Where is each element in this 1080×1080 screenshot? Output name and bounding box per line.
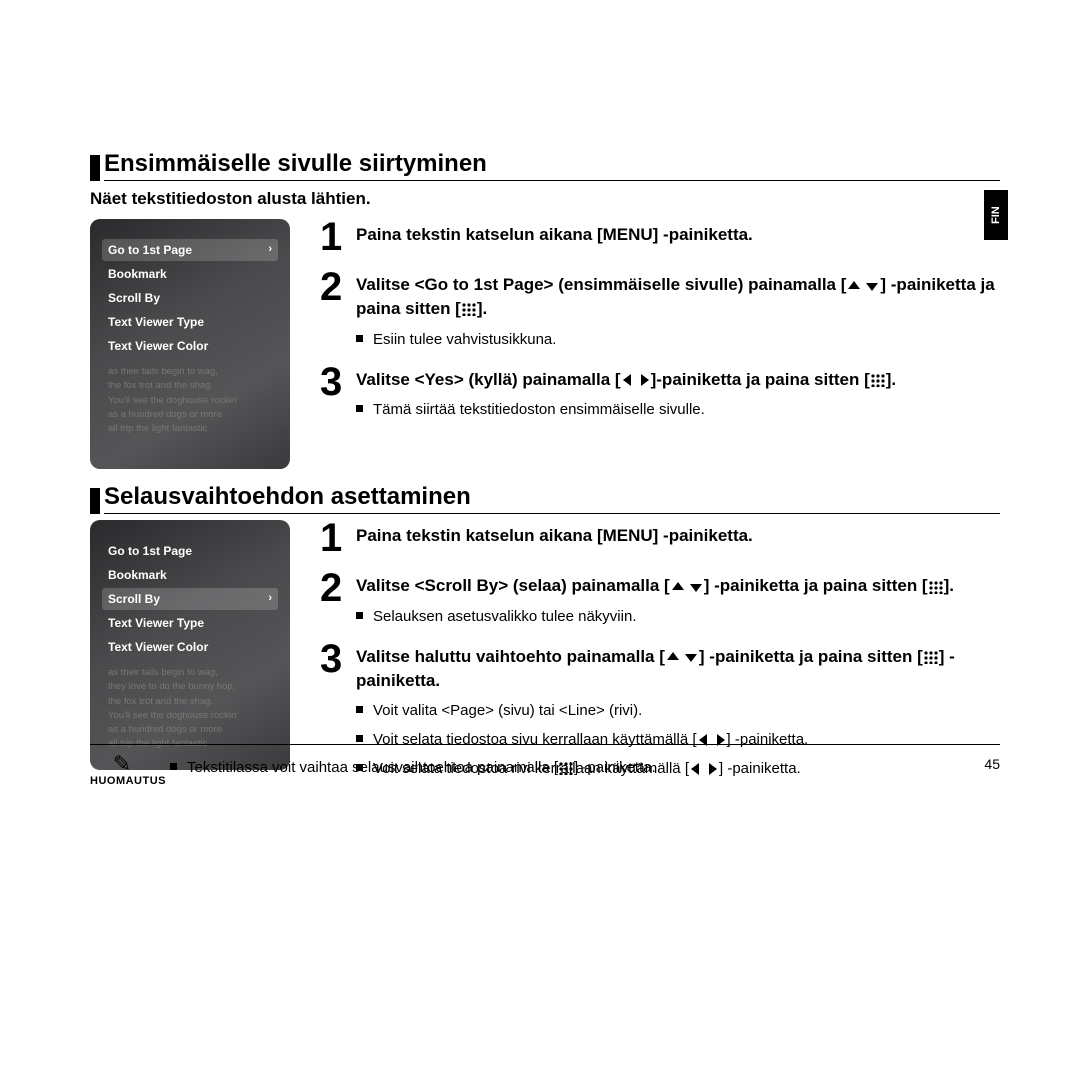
language-tab: FIN: [984, 190, 1008, 240]
footer-rule: [90, 744, 1000, 745]
section1-title-row: Ensimmäiselle sivulle siirtyminen: [90, 150, 1000, 181]
title-bar-icon: [90, 488, 100, 514]
step: 3Valitse <Yes> (kyllä) painamalla []-pai…: [320, 364, 1000, 421]
device-menu-item: Go to 1st Page: [102, 540, 278, 562]
bullet-icon: [170, 763, 177, 770]
step-main-text: Paina tekstin katselun aikana [MENU] -pa…: [356, 223, 1000, 247]
bullet-icon: [356, 612, 363, 619]
pencil-icon: ✎: [90, 753, 154, 775]
section1-steps: 1Paina tekstin katselun aikana [MENU] -p…: [320, 219, 1000, 469]
footer-note-text: Tekstitilassa voit vaihtaa selausvaihtoe…: [170, 757, 1000, 778]
device-bg-text: the fox trot and the shag.: [102, 379, 278, 393]
step-main-text: Valitse <Scroll By> (selaa) painamalla […: [356, 574, 1000, 598]
bullet-icon: [356, 335, 363, 342]
step-number: 2: [320, 269, 356, 350]
device-bg-text: as their tails begin to wag,: [102, 365, 278, 379]
bullet-icon: [356, 405, 363, 412]
device-bg-text: as a hundred dogs or more: [102, 723, 278, 737]
step-number: 3: [320, 364, 356, 421]
step-bullet: Esiin tulee vahvistusikkuna.: [356, 329, 1000, 350]
device-menu-item: Go to 1st Page›: [102, 239, 278, 261]
step-main-text: Valitse <Yes> (kyllä) painamalla []-pain…: [356, 368, 1000, 392]
device-bg-text: You'll see the doghouse rockin': [102, 709, 278, 723]
section1-title: Ensimmäiselle sivulle siirtyminen: [104, 150, 1000, 181]
step: 1Paina tekstin katselun aikana [MENU] -p…: [320, 520, 1000, 556]
step: 2Valitse <Go to 1st Page> (ensimmäiselle…: [320, 269, 1000, 350]
note-block: ✎ HUOMAUTUS: [90, 753, 154, 787]
device-bg-text: You'll see the doghouse rockin': [102, 394, 278, 408]
device-menu-item: Bookmark: [102, 263, 278, 285]
section2-title: Selausvaihtoehdon asettaminen: [104, 483, 1000, 514]
step-main-text: Valitse haluttu vaihtoehto painamalla []…: [356, 645, 1000, 693]
manual-page: FIN Ensimmäiselle sivulle siirtyminen Nä…: [0, 0, 1080, 833]
step-bullet: Selauksen asetusvalikko tulee näkyviin.: [356, 606, 1000, 627]
step-main-text: Paina tekstin katselun aikana [MENU] -pa…: [356, 524, 1000, 548]
device-bg-text: they love to do the bunny hop,: [102, 680, 278, 694]
step-bullet: Tämä siirtää tekstitiedoston ensimmäisel…: [356, 399, 1000, 420]
device-menu-item: Text Viewer Type: [102, 311, 278, 333]
footer-text: Tekstitilassa voit vaihtaa selausvaihtoe…: [187, 757, 656, 778]
step-number: 1: [320, 219, 356, 255]
step-bullet: Voit valita <Page> (sivu) tai <Line> (ri…: [356, 700, 1000, 721]
section2-title-row: Selausvaihtoehdon asettaminen: [90, 483, 1000, 514]
device-bg-text: all trip the light fantastic: [102, 422, 278, 436]
page-number: 45: [984, 756, 1000, 772]
section1-content: Go to 1st Page›BookmarkScroll ByText Vie…: [90, 219, 1000, 469]
device-bg-text: as a hundred dogs or more: [102, 408, 278, 422]
title-bar-icon: [90, 155, 100, 181]
device-menu-item: Bookmark: [102, 564, 278, 586]
device-menu-item: Text Viewer Type: [102, 612, 278, 634]
device-menu-item: Scroll By: [102, 287, 278, 309]
device-screenshot-1: Go to 1st Page›BookmarkScroll ByText Vie…: [90, 219, 290, 469]
bullet-icon: [356, 706, 363, 713]
bullet-icon: [356, 735, 363, 742]
device-menu-item: Text Viewer Color: [102, 636, 278, 658]
step-number: 2: [320, 570, 356, 627]
device-screenshot-2: Go to 1st PageBookmarkScroll By›Text Vie…: [90, 520, 290, 770]
step-main-text: Valitse <Go to 1st Page> (ensimmäiselle …: [356, 273, 1000, 321]
step: 2Valitse <Scroll By> (selaa) painamalla …: [320, 570, 1000, 627]
device-bg-text: the fox trot and the shag.: [102, 695, 278, 709]
note-label: HUOMAUTUS: [90, 775, 154, 787]
device-bg-text: as their tails begin to wag,: [102, 666, 278, 680]
device-menu-item: Scroll By›: [102, 588, 278, 610]
page-footer: ✎ HUOMAUTUS Tekstitilassa voit vaihtaa s…: [90, 744, 1000, 787]
device-menu-item: Text Viewer Color: [102, 335, 278, 357]
step-number: 1: [320, 520, 356, 556]
step: 1Paina tekstin katselun aikana [MENU] -p…: [320, 219, 1000, 255]
section1-subtitle: Näet tekstitiedoston alusta lähtien.: [90, 189, 1000, 209]
